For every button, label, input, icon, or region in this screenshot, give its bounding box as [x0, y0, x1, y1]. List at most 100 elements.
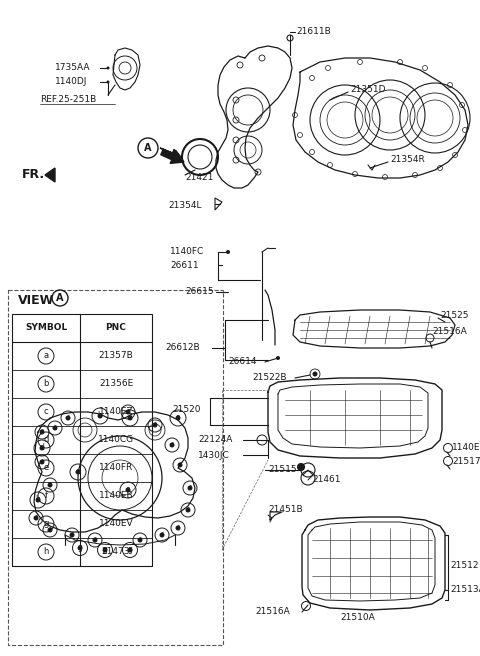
Circle shape	[128, 548, 132, 552]
Text: VIEW: VIEW	[18, 293, 54, 306]
Text: REF.25-251B: REF.25-251B	[40, 96, 96, 104]
Text: f: f	[171, 442, 173, 448]
Circle shape	[276, 356, 280, 360]
Text: f: f	[94, 537, 96, 543]
Circle shape	[176, 525, 180, 531]
Text: 1735AA: 1735AA	[55, 64, 91, 73]
Text: 1140EW: 1140EW	[452, 443, 480, 453]
Circle shape	[103, 548, 108, 552]
Text: 21451B: 21451B	[268, 506, 302, 514]
Text: 1140EB: 1140EB	[99, 491, 133, 501]
Text: 21512: 21512	[450, 560, 479, 569]
Text: 22124A: 22124A	[198, 436, 232, 445]
Text: f: f	[45, 491, 48, 501]
Circle shape	[77, 546, 83, 550]
Text: SYMBOL: SYMBOL	[25, 323, 67, 333]
Text: 1140FR: 1140FR	[99, 464, 133, 472]
Circle shape	[159, 533, 165, 537]
Text: f: f	[49, 482, 51, 488]
Text: 1140DJ: 1140DJ	[55, 77, 87, 87]
Text: 26615: 26615	[185, 287, 214, 297]
Text: 21516A: 21516A	[255, 607, 290, 617]
Text: 1140CG: 1140CG	[98, 436, 134, 445]
Text: f: f	[139, 537, 141, 543]
Circle shape	[36, 497, 40, 502]
Text: 1140EZ: 1140EZ	[99, 407, 133, 417]
Text: g: g	[43, 520, 48, 529]
Circle shape	[70, 533, 74, 537]
Circle shape	[185, 508, 191, 512]
Text: 21461: 21461	[312, 476, 340, 485]
Circle shape	[48, 483, 52, 487]
Text: 21510A: 21510A	[341, 613, 375, 623]
Text: 26614: 26614	[228, 358, 256, 367]
FancyArrow shape	[45, 168, 55, 182]
Circle shape	[52, 426, 58, 430]
Text: c: c	[44, 407, 48, 417]
Circle shape	[226, 250, 230, 254]
Circle shape	[65, 415, 71, 420]
Text: 1140EV: 1140EV	[99, 520, 133, 529]
Text: 21515: 21515	[268, 466, 297, 474]
Circle shape	[97, 413, 103, 419]
Text: 1140FC: 1140FC	[170, 247, 204, 256]
Text: A: A	[144, 143, 152, 153]
Circle shape	[107, 66, 109, 70]
Circle shape	[39, 459, 45, 464]
Circle shape	[48, 527, 52, 533]
Text: 21351D: 21351D	[350, 85, 385, 94]
Text: f: f	[161, 532, 163, 538]
Text: 21421: 21421	[185, 173, 214, 182]
Text: g: g	[78, 544, 83, 552]
Text: f: f	[41, 459, 43, 465]
Text: 21516A: 21516A	[432, 327, 467, 337]
Circle shape	[312, 371, 317, 377]
Text: 26612B: 26612B	[165, 344, 200, 352]
Circle shape	[75, 470, 81, 474]
Text: 21354R: 21354R	[390, 155, 425, 165]
Text: f: f	[49, 527, 51, 533]
Circle shape	[125, 409, 131, 415]
Text: 21611B: 21611B	[296, 28, 331, 37]
Text: 21520: 21520	[172, 405, 201, 415]
Text: a: a	[176, 413, 180, 422]
Text: b: b	[43, 380, 48, 388]
Text: FR.: FR.	[22, 169, 45, 182]
FancyArrow shape	[161, 150, 184, 163]
Circle shape	[298, 464, 304, 470]
Text: f: f	[127, 409, 129, 415]
Text: g: g	[103, 546, 108, 554]
Circle shape	[39, 445, 45, 451]
Circle shape	[188, 485, 192, 491]
Text: h: h	[36, 495, 40, 504]
Circle shape	[34, 516, 38, 520]
Text: b: b	[97, 411, 102, 420]
Text: A: A	[56, 293, 64, 303]
Text: 21517A: 21517A	[452, 457, 480, 466]
Circle shape	[107, 81, 109, 83]
Circle shape	[125, 487, 131, 493]
Circle shape	[39, 430, 45, 434]
Text: 21522B: 21522B	[252, 373, 287, 382]
Text: e: e	[76, 468, 80, 476]
Text: f: f	[54, 425, 56, 431]
Text: 21357B: 21357B	[98, 352, 133, 361]
Text: 21513A: 21513A	[450, 586, 480, 594]
Text: f: f	[154, 422, 156, 428]
Circle shape	[178, 462, 182, 468]
Text: f: f	[67, 415, 69, 421]
Text: f: f	[189, 485, 191, 491]
Text: f: f	[187, 507, 189, 513]
Text: 1430JC: 1430JC	[198, 451, 230, 459]
Text: 21473: 21473	[102, 548, 130, 556]
Text: e: e	[43, 464, 48, 472]
Circle shape	[137, 537, 143, 543]
FancyArrow shape	[160, 148, 180, 157]
Text: h: h	[43, 548, 48, 556]
Text: c: c	[126, 485, 130, 495]
Text: 21354L: 21354L	[168, 201, 202, 209]
Text: 26611: 26611	[170, 260, 199, 270]
Circle shape	[169, 443, 175, 447]
Text: f: f	[35, 515, 37, 521]
Text: g: g	[128, 546, 132, 554]
